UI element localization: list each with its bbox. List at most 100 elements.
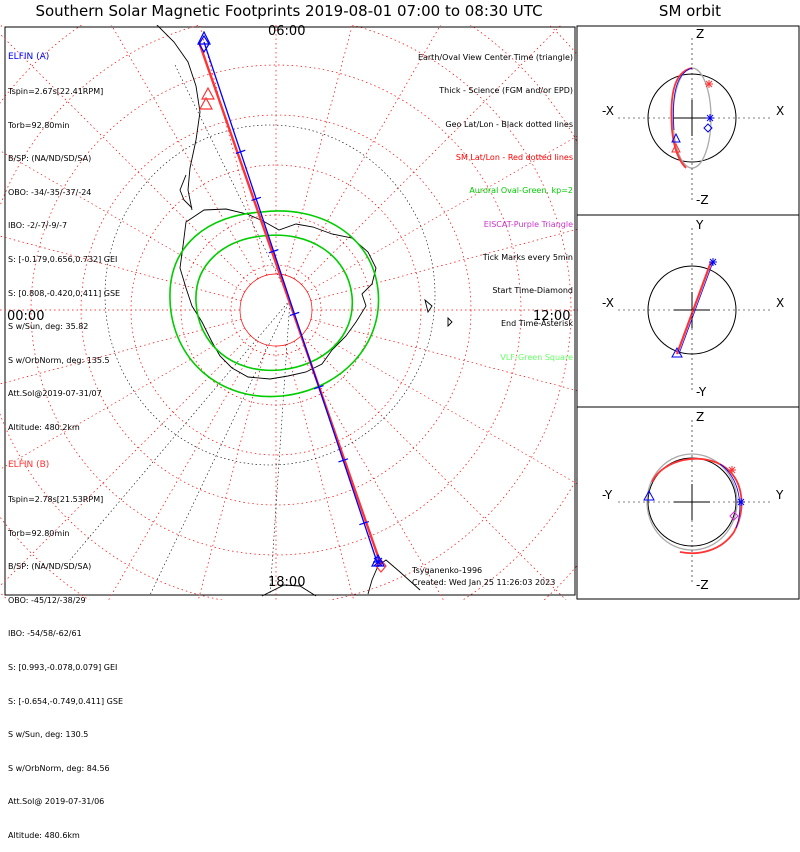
clock-label-top: 06:00 [268, 24, 306, 39]
orbit-elfin-b [670, 67, 693, 169]
orbit-1-top-label: Z [696, 27, 705, 41]
track-tick [268, 249, 279, 254]
legend-item: EISCAT-Purple Triangle [483, 219, 573, 229]
elfin-a-line: Altitude: 480.2km [8, 422, 80, 432]
orbit-1-left-label: -X [602, 104, 614, 118]
legend-item: Thick - Science (FGM and/or EPD) [439, 86, 573, 96]
sm-longitude-line [0, 327, 245, 470]
track-tick [313, 385, 324, 390]
track-markers [197, 30, 387, 573]
sm-latitude-circle [0, 25, 572, 600]
track-tick [359, 521, 370, 526]
legend-item: Auroral Oval-Green, kp=2 [469, 186, 573, 196]
elfin-b-line: B/SP: (NA/ND/SD/SA) [8, 562, 92, 572]
sm-longitude-line [108, 341, 259, 600]
island-outline [424, 298, 433, 314]
orbit-panel-title: SM orbit [658, 2, 722, 20]
elfin-a-title: ELFIN (A) [8, 52, 50, 63]
elfin-a-line: B/SP: (NA/ND/SD/SA) [8, 154, 92, 164]
legend-item: End Time-Asterisk [500, 319, 573, 329]
legend-item: Start Time-Diamond [492, 286, 573, 296]
plot-frame [4, 26, 576, 596]
track-tick [251, 196, 262, 202]
elfin-a-info: ELFIN (A) Tspin=2.67s[22.41RPM] Torb=92.… [8, 30, 120, 444]
island-outline-2 [447, 316, 453, 328]
track-tick [289, 311, 300, 317]
sm-longitude-line [293, 25, 441, 279]
clock-label-bottom: 18:00 [268, 575, 306, 590]
elfin-b-title: ELFIN (B) [8, 460, 50, 471]
page-title: Southern Solar Magnetic Footprints 2019-… [35, 2, 543, 20]
sm-longitude-line [310, 228, 578, 302]
created-timestamp: Created: Wed Jan 25 11:26:03 2023 [412, 578, 556, 587]
orbit-2-bottom-label: -Y [696, 385, 707, 399]
orbit-panel-yz [618, 420, 770, 584]
orbit-3-bottom-label: -Z [696, 578, 709, 592]
elfin-a-start-diamond [198, 34, 210, 54]
geo-grid [69, 64, 436, 596]
elfin-a-line: S w/Sun, deg: 35.82 [8, 322, 89, 332]
orbit-elfin-a [672, 67, 693, 131]
antarctica-outline [179, 208, 377, 380]
orbit-elfin-b [651, 457, 743, 555]
clock-label-left: 00:00 [7, 309, 45, 324]
elfin-b-line: OBO: -45/12/-38/29 [8, 595, 86, 605]
sm-longitude-line [0, 335, 251, 587]
sm-latitude-circle [30, 64, 522, 556]
legend-item: Tick Marks every 5min [482, 252, 573, 262]
orbit-panel-xz [618, 38, 770, 200]
orbit-elfin-b [675, 261, 713, 355]
orbit-elfin-a [678, 261, 714, 355]
legend-item: SM Lat/Lon - Red dotted lines [455, 153, 573, 163]
footprint-tracks [197, 41, 383, 566]
legend-item: Earth/Oval View Center Time (triangle) [417, 53, 573, 63]
orbit-1-right-label: X [776, 104, 785, 118]
elfin-b-line: S w/OrbNorm, deg: 84.56 [8, 763, 110, 773]
elfin-b-line: S: [0.993,-0.078,0.079] GEI [8, 662, 118, 672]
elfin-a-line: OBO: -34/-35/-37/-24 [8, 187, 92, 197]
elfin-b-line: Torb=92.80min [8, 528, 70, 538]
clock-label-right: 12:00 [533, 309, 571, 324]
orbit-3-left-label: -Y [602, 488, 613, 502]
elfin-a-line: IBO: -2/-7/-9/-7 [8, 221, 68, 231]
auroral-oval-outer [169, 210, 380, 398]
sm-longitude-line [301, 335, 567, 600]
elfin-a-line: Tspin=2.67s[22.41RPM] [8, 87, 104, 96]
elfin-a-start-triangle [197, 30, 211, 45]
sm-grid [0, 25, 578, 600]
footprint-polar-plot [0, 25, 578, 600]
legend-item: VLF-Green Square [500, 352, 573, 362]
orbit-1-bottom-label: -Z [696, 193, 709, 207]
sm-longitude-line [0, 150, 245, 293]
sm-longitude-line [293, 341, 444, 600]
sm-orbit-panels [576, 25, 800, 600]
elfin-b-info: ELFIN (B) Tspin=2.78s[21.53RPM] Torb=92.… [8, 438, 123, 852]
sm-longitude-line [0, 33, 251, 285]
model-credit: Tsyganenko-1996 [412, 566, 483, 575]
auroral-oval [169, 210, 380, 398]
elfin-b-triangle-1 [200, 86, 216, 100]
elfin-a-line: Torb=92.80min [8, 120, 70, 130]
elfin-b-line: Tspin=2.78s[21.53RPM] [8, 495, 104, 504]
elfin-b-line: IBO: -54/58/-62/61 [8, 629, 82, 639]
sm-longitude-line [0, 318, 242, 385]
elfin-a-end-asterisk [373, 557, 383, 567]
sm-longitude-line [307, 135, 578, 293]
australia-outline [261, 584, 317, 597]
elfin-b-line: Att.Sol@ 2019-07-31/06 [8, 797, 105, 807]
auroral-oval-inner [195, 234, 354, 372]
south-america-outline [156, 25, 201, 211]
orbit-3-right-label: Y [776, 488, 784, 502]
elfin-b-line: S w/Sun, deg: 130.5 [8, 730, 89, 740]
sm-longitude-line [310, 318, 578, 392]
orbit-panel-xy [618, 228, 770, 392]
track-tick [338, 458, 349, 463]
orbit-2-right-label: X [776, 296, 785, 310]
elfin-b-triangle-2 [198, 96, 214, 110]
elfin-a-line: Att.Sol@2019-07-31/07 [8, 389, 102, 399]
orbit-2-left-label: -X [602, 296, 614, 310]
track-tick-marks [235, 149, 370, 526]
sm-longitude-line [307, 327, 578, 485]
elfin-a-line: S w/OrbNorm, deg: 135.5 [8, 355, 110, 365]
elfin-b-line: S: [-0.654,-0.749,0.411] GSE [8, 696, 123, 706]
